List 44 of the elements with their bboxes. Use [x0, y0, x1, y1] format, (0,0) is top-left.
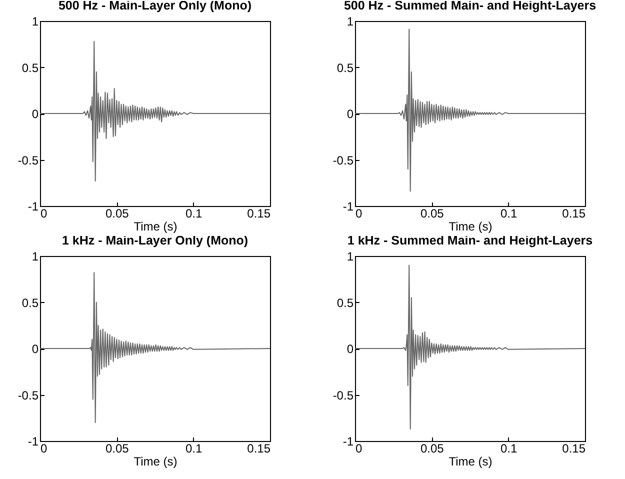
- x-tick-label: 0.1: [185, 442, 202, 456]
- y-tick-label: 1: [32, 250, 39, 264]
- y-tick-label: 0.5: [336, 60, 354, 75]
- y-tick-label: -0.5: [18, 153, 39, 168]
- x-tick-label: 0.15: [562, 442, 586, 456]
- y-tick-label: 0: [32, 342, 39, 356]
- x-axis-title: Time (s): [134, 220, 178, 234]
- x-tick-label: 0.05: [420, 206, 444, 220]
- x-tick-label: 0: [356, 442, 362, 456]
- x-tick-label: 0.05: [420, 442, 444, 456]
- line-series: [40, 40, 270, 182]
- x-tick-label: 0.15: [247, 442, 271, 456]
- y-tick-label: 1: [32, 14, 39, 28]
- x-tick-label: 0: [40, 442, 48, 456]
- y-tick-label: 0.5: [22, 296, 39, 310]
- y-tick-label: 0: [32, 107, 39, 121]
- x-tick-label: 0: [356, 206, 362, 220]
- x-tick-label: 0.05: [105, 442, 130, 456]
- x-axis-title: Time (s): [448, 220, 492, 234]
- y-tick-label: 0.5: [22, 60, 39, 75]
- y-tick-label: -1: [342, 434, 354, 448]
- x-axis-title: Time (s): [134, 454, 178, 468]
- x-tick-label: 0.15: [562, 206, 586, 220]
- line-series: [355, 28, 585, 192]
- x-tick-label: 0.05: [105, 206, 130, 220]
- x-tick-label: 0.15: [247, 206, 271, 220]
- y-tick-label: -1: [28, 434, 39, 448]
- y-tick-label: -1: [342, 200, 354, 214]
- y-tick-label: 0: [346, 342, 354, 356]
- y-tick-label: 0.5: [336, 296, 354, 310]
- x-tick-label: 0: [40, 206, 48, 220]
- y-tick-label: 1: [346, 14, 354, 28]
- y-tick-label: -0.5: [332, 153, 354, 168]
- y-tick-label: -1: [28, 200, 39, 214]
- line-series: [355, 264, 585, 430]
- y-tick-label: 1: [346, 250, 354, 264]
- x-tick-label: 0.1: [185, 206, 202, 220]
- x-tick-label: 0.1: [500, 442, 518, 456]
- x-axis-title: Time (s): [448, 454, 492, 468]
- y-tick-label: -0.5: [332, 388, 354, 402]
- y-tick-label: -0.5: [18, 388, 39, 402]
- line-series: [40, 272, 270, 423]
- y-tick-label: 0: [346, 107, 354, 121]
- x-tick-label: 0.1: [500, 206, 518, 220]
